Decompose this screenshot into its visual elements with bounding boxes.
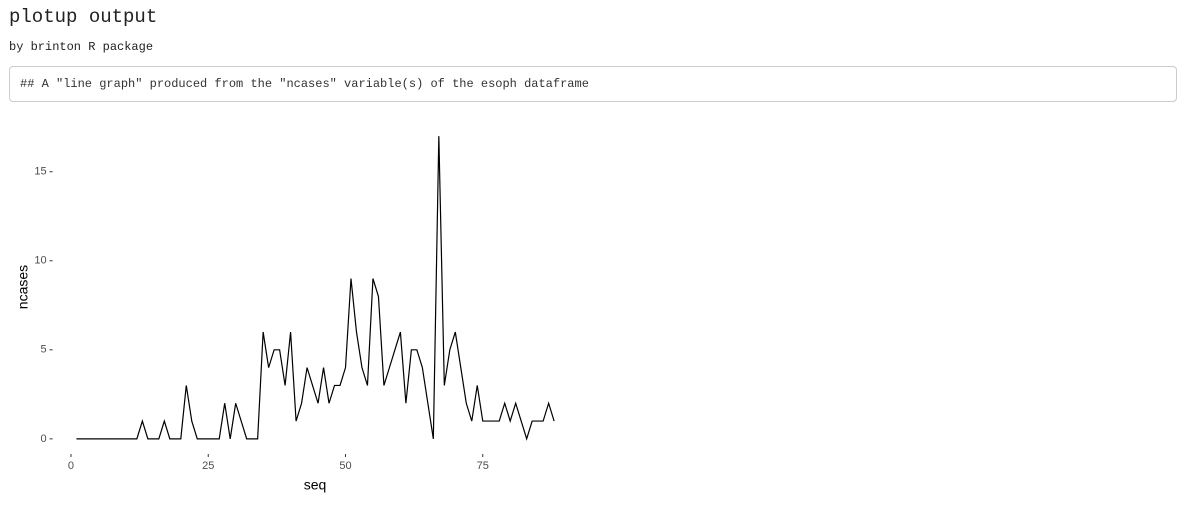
x-tick-label: 75 bbox=[477, 460, 489, 472]
y-tick-label: 15 bbox=[34, 166, 46, 178]
data-line bbox=[76, 136, 555, 441]
x-tick-label: 0 bbox=[68, 460, 74, 472]
y-tick-label: 0 bbox=[40, 433, 46, 445]
page-subtitle: by brinton R package bbox=[9, 40, 154, 54]
y-tick-label: 5 bbox=[40, 344, 46, 356]
y-tick-label: 10 bbox=[34, 255, 46, 267]
y-axis-title: ncases bbox=[15, 265, 31, 309]
page-title: plotup output bbox=[9, 6, 158, 28]
x-tick-label: 50 bbox=[339, 460, 351, 472]
x-axis-title: seq bbox=[304, 477, 327, 493]
x-tick-label: 25 bbox=[202, 460, 214, 472]
chart: seq ncases 0 5 10 15 0 25 50 75 bbox=[15, 136, 555, 493]
code-output: ## A "line graph" produced from the "nca… bbox=[9, 66, 1177, 102]
